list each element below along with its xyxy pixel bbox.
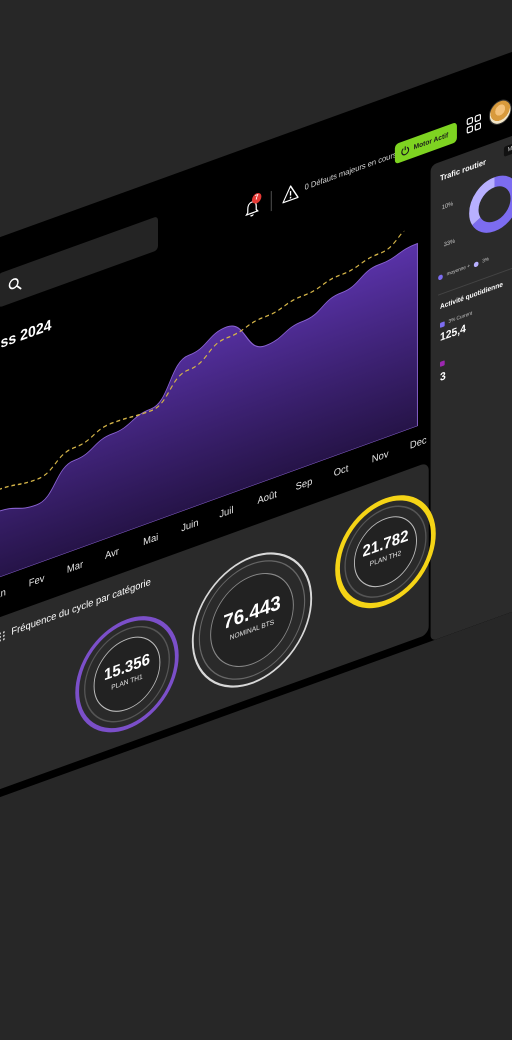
legend-label: 3% bbox=[482, 256, 489, 265]
month-label: Mai bbox=[143, 531, 159, 549]
cycle-frequency-card: Fréquence du cycle par catégorie 15.356 … bbox=[0, 462, 436, 794]
donut-slice bbox=[469, 175, 512, 233]
gauge-plan-th1: 15.356 PLAN TH1 bbox=[72, 595, 183, 753]
power-icon bbox=[401, 146, 410, 156]
side-panel: Trafic routier Mensuel 10% 33% moyenne +… bbox=[430, 111, 512, 642]
legend-dot bbox=[438, 273, 443, 281]
dashboard-window: 7 0 Défauts majeurs en course Motor Acti… bbox=[0, 30, 512, 808]
drag-handle-icon[interactable] bbox=[0, 630, 6, 643]
donut-legend: moyenne + 3% bbox=[438, 256, 489, 281]
traffic-donut-chart bbox=[469, 175, 512, 233]
legend-label: moyenne + bbox=[446, 263, 470, 278]
chart-title: ...ss 2024 bbox=[0, 316, 52, 357]
activity-row bbox=[440, 359, 448, 367]
card-title: Fréquence du cycle par catégorie bbox=[0, 577, 151, 643]
search-bar[interactable] bbox=[0, 216, 159, 308]
search-icon bbox=[8, 278, 22, 290]
month-label: Avr bbox=[105, 546, 119, 563]
month-label: Mar bbox=[66, 559, 84, 576]
motor-button-label: Motor Actif bbox=[413, 131, 449, 152]
gauge-nominal-bts: 76.443 NOMINAL BTS bbox=[188, 529, 316, 711]
activity-value: 3 bbox=[440, 369, 446, 384]
activity-label: 3% Current bbox=[448, 310, 473, 325]
motor-toggle-button[interactable]: Motor Actif bbox=[394, 121, 457, 165]
activity-title: Activité quotidienne bbox=[440, 281, 503, 311]
month-label: Nov bbox=[371, 448, 389, 466]
month-label: Août bbox=[257, 489, 277, 508]
month-label: Dec bbox=[409, 434, 427, 452]
donut-label-b: 33% bbox=[443, 238, 456, 249]
traffic-area-chart bbox=[0, 222, 418, 579]
header-divider bbox=[270, 190, 272, 212]
defects-status: 0 Défauts majeurs en course bbox=[304, 148, 401, 192]
dashboard-stage: 7 0 Défauts majeurs en course Motor Acti… bbox=[0, 30, 512, 808]
month-label: Jan bbox=[0, 587, 6, 604]
user-avatar[interactable] bbox=[488, 96, 512, 129]
month-label: Juil bbox=[219, 504, 234, 521]
activity-swatch bbox=[440, 360, 445, 367]
area-series bbox=[0, 242, 418, 579]
gauge-plan-th2: 21.782 PLAN TH2 bbox=[333, 477, 438, 627]
month-label: Sep bbox=[295, 476, 313, 494]
legend-dot bbox=[473, 260, 479, 268]
activity-swatch bbox=[440, 320, 445, 328]
apps-grid-icon[interactable] bbox=[466, 113, 481, 134]
dashed-series-line bbox=[0, 222, 418, 491]
notifications-button[interactable]: 7 bbox=[244, 191, 263, 225]
warning-icon bbox=[282, 185, 299, 204]
notification-badge: 7 bbox=[252, 191, 262, 205]
month-label: Fev bbox=[28, 573, 45, 590]
donut-label-a: 10% bbox=[441, 201, 454, 212]
month-label: Juin bbox=[181, 517, 199, 535]
month-label: Oct bbox=[333, 463, 349, 480]
period-selector[interactable]: Mensuel bbox=[503, 136, 512, 157]
